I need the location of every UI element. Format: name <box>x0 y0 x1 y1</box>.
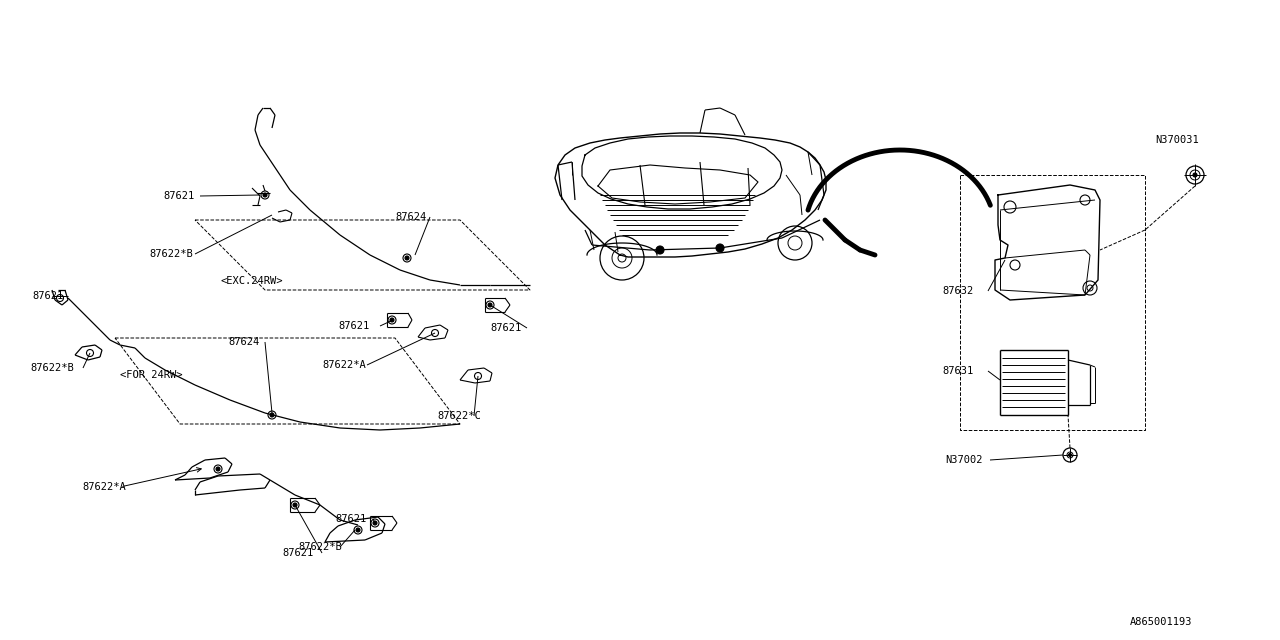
Circle shape <box>216 467 220 471</box>
Text: 87632: 87632 <box>942 286 973 296</box>
Text: 87631: 87631 <box>942 366 973 376</box>
Circle shape <box>270 413 274 417</box>
Text: 87621: 87621 <box>163 191 195 201</box>
Text: N37002: N37002 <box>945 455 983 465</box>
Text: 87622*B: 87622*B <box>298 542 342 552</box>
Circle shape <box>404 256 410 260</box>
Text: 87622*A: 87622*A <box>323 360 366 370</box>
Text: 87622*B: 87622*B <box>29 363 74 373</box>
Circle shape <box>657 246 664 254</box>
Text: 87621: 87621 <box>282 548 314 558</box>
Text: <EXC.24RW>: <EXC.24RW> <box>220 276 283 286</box>
Circle shape <box>1069 454 1071 456</box>
Text: 87621: 87621 <box>335 514 366 524</box>
Circle shape <box>293 503 297 507</box>
Circle shape <box>488 303 492 307</box>
Circle shape <box>262 193 268 197</box>
Text: 87621: 87621 <box>338 321 369 331</box>
Circle shape <box>390 318 394 322</box>
Text: 87622*B: 87622*B <box>148 249 193 259</box>
Text: 87622*C: 87622*C <box>436 411 481 421</box>
Text: 87622*A: 87622*A <box>82 482 125 492</box>
Text: <FOR 24RW>: <FOR 24RW> <box>120 370 183 380</box>
Text: N370031: N370031 <box>1155 135 1199 145</box>
Text: 87624: 87624 <box>228 337 260 347</box>
Circle shape <box>1193 173 1197 177</box>
Circle shape <box>716 244 724 252</box>
Text: 87621: 87621 <box>32 291 63 301</box>
Circle shape <box>356 528 360 532</box>
Circle shape <box>372 521 378 525</box>
Text: A865001193: A865001193 <box>1130 617 1193 627</box>
Text: 87621: 87621 <box>490 323 521 333</box>
Text: 87624: 87624 <box>396 212 426 222</box>
